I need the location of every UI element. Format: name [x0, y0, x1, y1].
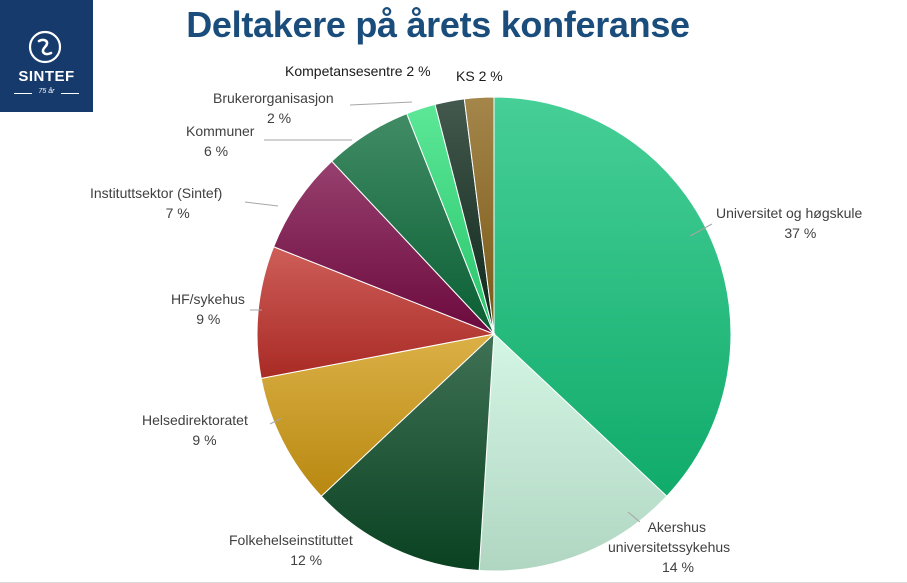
slice-label-line: universitetssykehus — [608, 539, 730, 555]
pie-slice-1 — [493, 96, 732, 497]
slice-label-line: 14 % — [662, 559, 694, 575]
pie-slice-6 — [272, 160, 495, 335]
pie-slice-2 — [478, 332, 668, 572]
slice-label-7: Kommuner 6 % — [186, 123, 255, 159]
slice-label-line: Instituttsektor (Sintef) — [90, 185, 222, 201]
slice-label-6: Instituttsektor (Sintef) 7 % — [90, 185, 222, 221]
sintef-emblem-icon — [28, 30, 62, 64]
slice-label-line: Brukerorganisasjon — [213, 90, 334, 106]
brand-name: SINTEF — [18, 68, 75, 85]
pie-slice-5 — [256, 246, 496, 379]
slice-label-line: 9 % — [196, 311, 220, 327]
slice-label-line: Akershus — [648, 519, 706, 535]
slice-label-10: KS 2 % — [456, 68, 503, 84]
sintef-logo: SINTEF 75 år — [0, 0, 93, 112]
pie-slice-4 — [260, 333, 496, 497]
slice-label-line: 12 % — [290, 552, 322, 568]
slice-label-line: Kommuner — [186, 123, 255, 139]
leader-line-8 — [349, 101, 413, 106]
slice-label-line: 6 % — [204, 143, 228, 159]
slice-label-5: HF/sykehus 9 % — [171, 291, 245, 327]
slice-label-line: 2 % — [267, 110, 291, 126]
slice-label-line: HF/sykehus — [171, 291, 245, 307]
slice-label-1: Universitet og høgskule 37 % — [716, 205, 863, 241]
slice-label-4: Helsedirektoratet 9 % — [142, 412, 248, 448]
leader-line-2 — [627, 511, 641, 523]
slice-label-line: Folkehelseinstituttet — [229, 532, 353, 548]
pie-slice-10 — [463, 96, 495, 335]
leader-line-6 — [244, 201, 279, 207]
slice-label-9: Kompetansesentre 2 % — [285, 63, 431, 79]
leader-line-4 — [269, 417, 283, 425]
slice-label-line: Helsedirektoratet — [142, 412, 248, 428]
slice-label-line: 9 % — [192, 432, 216, 448]
slice-label-2: Akershus universitetssykehus 14 % — [608, 519, 730, 575]
brand-tagline: 75 år — [38, 88, 55, 95]
leader-line-1 — [689, 223, 713, 237]
slice-label-3: Folkehelseinstituttet 12 % — [229, 532, 353, 568]
slice-label-line: Universitet og høgskule — [716, 205, 863, 221]
slice-label-line: 7 % — [166, 205, 190, 221]
chart-title: Deltakere på årets konferanse — [186, 4, 690, 45]
pie-slice-3 — [320, 332, 495, 572]
slice-label-8: Brukerorganisasjon 2 % — [213, 90, 334, 126]
slice-label-line: 37 % — [784, 225, 816, 241]
